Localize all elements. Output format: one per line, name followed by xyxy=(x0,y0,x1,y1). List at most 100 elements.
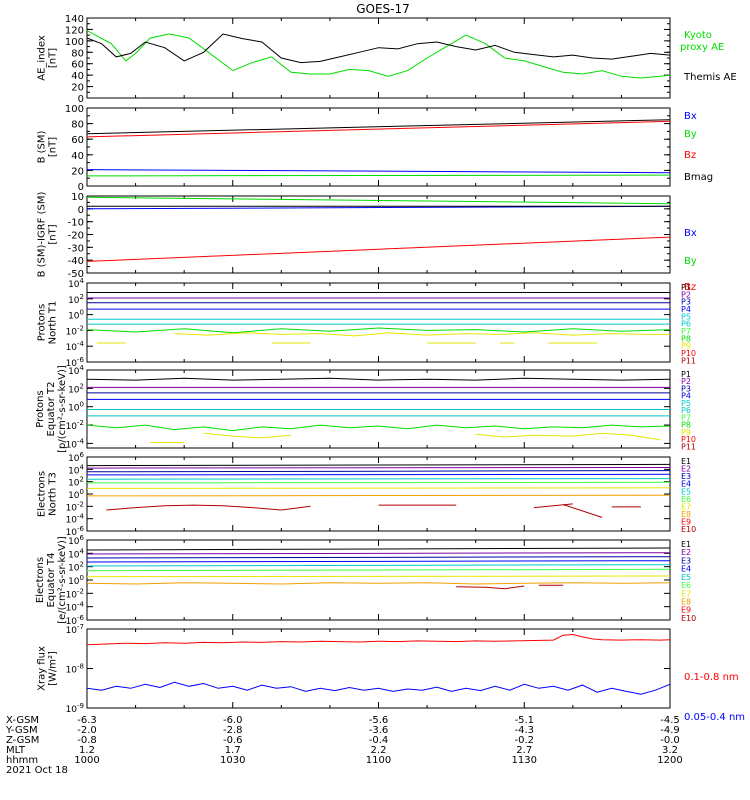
legend-themis-ae: Themis AE xyxy=(683,72,737,83)
legend-b: Bx By Bz Bmag xyxy=(684,111,713,183)
orbit-value: -6.0 xyxy=(223,715,243,726)
legend-entry: E1 xyxy=(681,540,691,549)
legend-entry: E4 xyxy=(681,565,691,574)
panel-frame xyxy=(86,17,671,99)
legend-entry: E9 xyxy=(681,606,691,615)
y-tick-label: 104 xyxy=(68,277,84,290)
series-line xyxy=(86,547,671,551)
panel-pe: 10-4 10-2 100 102 104 Protons Equator T2 [p/(cm… xyxy=(35,364,696,453)
legend-db-by: By xyxy=(684,256,697,267)
series-line xyxy=(86,582,671,585)
y-tick-label: 10-2 xyxy=(66,500,84,513)
series-line xyxy=(86,424,671,432)
orbit-value: -5.1 xyxy=(514,715,534,726)
orbit-value: 1130 xyxy=(512,755,537,766)
legend-proxy-ae: proxy AE xyxy=(680,42,724,53)
legend-entry: E2 xyxy=(681,465,691,474)
series-line xyxy=(86,564,671,567)
series-line xyxy=(281,505,311,511)
y-tick-label: 10-2 xyxy=(66,419,84,432)
y-tick-label: 104 xyxy=(68,547,84,560)
y-tick-label: 100 xyxy=(65,37,84,48)
y-axis-label: [p/(cm²-s-sr-keV)] xyxy=(57,365,68,453)
orbit-row-label: Z-GSM xyxy=(6,735,39,746)
orbit-value: -4.5 xyxy=(660,715,680,726)
legend-entry: E7 xyxy=(681,589,691,598)
legend-db-bx: Bx xyxy=(684,228,697,239)
orbit-value: -2.0 xyxy=(77,725,97,736)
legend-entry: E9 xyxy=(681,518,691,527)
legend-entry: E8 xyxy=(681,597,691,606)
y-axis-label: Protons xyxy=(37,304,48,341)
y-tick-label: 40 xyxy=(71,71,84,82)
y-tick-label: 100 xyxy=(68,401,84,414)
y-tick-label: 10-9 xyxy=(66,702,84,715)
y-tick-label: 140 xyxy=(65,14,84,25)
y-tick-label: 40 xyxy=(71,151,84,162)
legend-entry: P7 xyxy=(681,413,691,422)
panel-xr: 10-9 10-8 10-7 Xray flux [W/m²] xyxy=(37,623,671,715)
legend-db: Bx By Bz xyxy=(684,228,697,293)
y-tick-label: 0 xyxy=(78,205,84,216)
legend-entry: E1 xyxy=(681,457,691,466)
legend-entry: P11 xyxy=(681,442,696,451)
y-tick-label: 80 xyxy=(71,48,84,59)
y-tick-label: 10-8 xyxy=(66,663,84,676)
y-tick-label: 102 xyxy=(68,382,84,395)
series-line xyxy=(203,432,292,439)
series-line xyxy=(86,575,671,578)
panel-frame xyxy=(86,539,671,621)
legend-entry: E10 xyxy=(681,614,696,623)
y-axis-label: [nT] xyxy=(48,137,59,157)
orbit-value: 2.7 xyxy=(516,745,532,756)
series-line xyxy=(456,585,525,590)
y-tick-label: 60 xyxy=(71,60,84,71)
series-line xyxy=(86,119,671,135)
series-line xyxy=(86,560,671,563)
panel-b: 0 20 40 60 80 100 B (SM) [nT] xyxy=(37,104,671,193)
y-tick-label: -10 xyxy=(68,218,84,229)
orbit-row-label: hhmm xyxy=(6,755,38,766)
orbit-value: 1.7 xyxy=(225,745,241,756)
orbit-value: 1100 xyxy=(366,755,391,766)
legend-b-bx: Bx xyxy=(684,111,697,122)
legend-xray-long: 0.1-0.8 nm xyxy=(684,672,739,683)
legend-entry: P1 xyxy=(681,370,691,379)
legend-entry: P5 xyxy=(681,312,691,321)
y-tick-label: 60 xyxy=(71,135,84,146)
y-tick-label: 102 xyxy=(68,561,84,574)
series-line xyxy=(86,377,671,381)
orbit-value: -4.3 xyxy=(514,725,534,736)
legend-entry: E5 xyxy=(681,573,691,582)
series-line xyxy=(86,473,671,476)
legend-entry: P2 xyxy=(681,290,691,299)
orbit-value: 2.2 xyxy=(371,745,387,756)
series-line xyxy=(106,504,282,511)
y-axis-label: Electrons xyxy=(37,471,48,517)
y-tick-label: 10-4 xyxy=(66,437,85,450)
y-axis-label: Equator T2 xyxy=(46,382,57,437)
y-tick-label: -30 xyxy=(68,243,84,254)
orbit-value: 1030 xyxy=(220,755,245,766)
orbit-row-label: Y-GSM xyxy=(5,725,38,736)
series-line xyxy=(86,169,671,174)
orbit-value: -3.6 xyxy=(369,725,389,736)
y-tick-label: 10-4 xyxy=(66,340,85,353)
legend-entry: P5 xyxy=(681,399,691,408)
legend-entry: P11 xyxy=(681,356,696,365)
series-line xyxy=(86,174,671,177)
legend-entry: E5 xyxy=(681,487,691,496)
y-tick-label: 10-2 xyxy=(66,324,84,337)
panel-pn: 10-6 10-4 10-2 100 102 104 Protons North T1 P1P2… xyxy=(37,277,697,369)
legend-b-bmag: Bmag xyxy=(684,172,713,183)
y-axis-label: AE_index xyxy=(37,35,48,81)
series-line xyxy=(86,633,671,646)
legend-entry: E6 xyxy=(681,495,691,504)
series-line xyxy=(86,236,671,262)
legend-b-bz: Bz xyxy=(684,150,696,161)
series-line xyxy=(86,478,671,480)
orbit-row-label: X-GSM xyxy=(6,715,39,726)
